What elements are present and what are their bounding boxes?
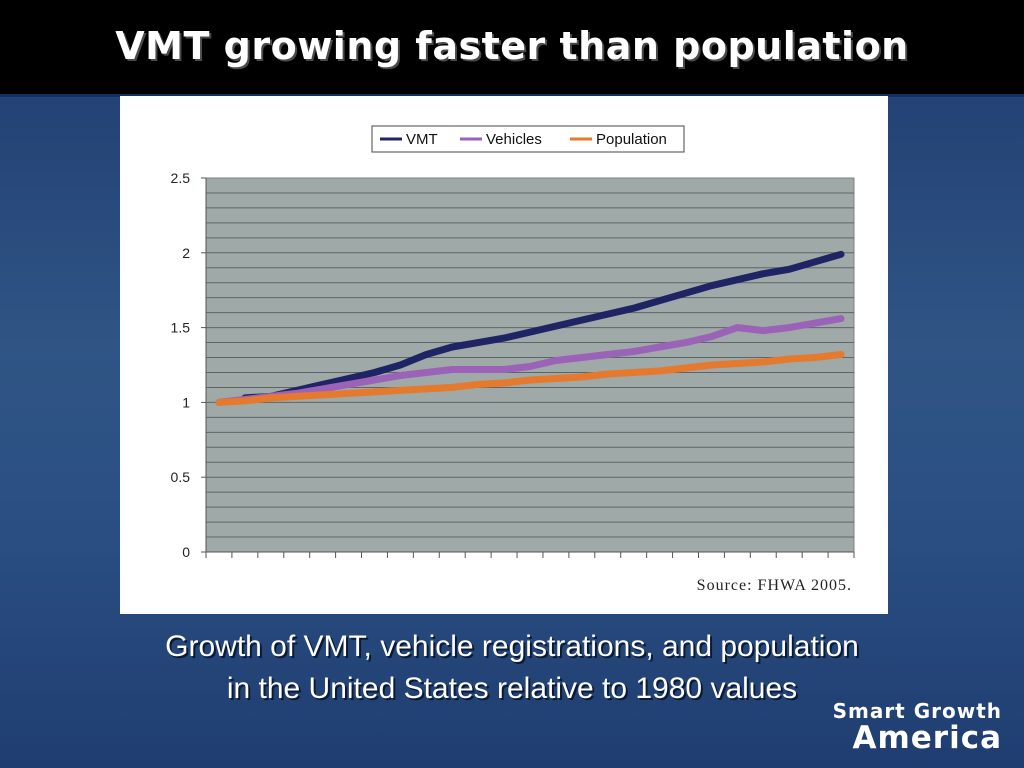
chart-panel: 0 0.5 1 1.5 2 2.5 VMT Vehicles Population Source:… [120,96,888,614]
data-point-vehicles [450,367,455,372]
data-point-vehicles [528,364,532,369]
data-point-population [502,380,507,385]
data-point-vmt [372,370,377,375]
data-point-vmt [346,376,351,381]
data-point-vmt [398,363,403,367]
legend-box [371,125,685,153]
legend-label-vmt: VMT [406,131,438,148]
data-point-population [294,394,299,399]
y-tick-label: 2 [182,245,190,261]
data-point-population [605,371,610,376]
y-tick-label: 1 [182,394,190,410]
data-point-vmt [709,283,714,288]
data-point-population [579,374,584,379]
data-point-population [242,398,247,403]
data-point-population [631,370,636,375]
data-point-vehicles [839,316,844,321]
data-point-population [320,392,325,397]
y-tick-label: 1.5 [171,320,191,336]
data-point-vehicles [372,377,377,382]
data-point-population [476,382,481,387]
data-point-population [683,365,688,370]
data-point-population [709,363,714,367]
data-point-vmt [683,291,688,296]
data-point-vmt [553,324,558,329]
data-point-vehicles [657,345,662,350]
data-point-population [528,377,532,382]
data-point-population [372,389,377,394]
caption-line-2: in the United States relative to 1980 va… [226,672,798,705]
data-point-vehicles [424,370,429,375]
data-point-vmt [813,259,818,264]
data-point-vmt [579,318,584,323]
data-point-population [813,355,818,360]
data-point-vehicles [813,321,818,326]
line-chart: 0 0.5 1 1.5 2 2.5 VMT Vehicles Population Source:… [171,125,855,594]
data-point-vehicles [346,382,351,387]
data-point-population [450,385,455,390]
y-tick-label: 0.5 [171,469,191,485]
logo-line-1: Smart Growth [832,699,1002,723]
series-line-vmt [241,250,845,402]
chart-caption: Growth of VMT, vehicle registrations, an… [62,626,962,710]
data-point-vmt [735,277,740,282]
data-point-vmt [839,252,844,257]
data-point-vehicles [502,367,507,372]
data-point-vmt [657,298,662,303]
title-bar: VMT growing faster than population [0,0,1024,97]
data-point-population [398,388,403,393]
legend-label-vehicles: Vehicles [486,131,542,148]
chart-source-note: Source: FHWA 2005. [697,577,852,594]
caption-line-1: Growth of VMT, vehicle registrations, an… [165,630,859,663]
slide-title: VMT growing faster than population [115,24,909,68]
data-point-population [761,360,766,365]
data-point-population [553,376,558,381]
data-point-population [657,368,662,373]
data-point-vehicles [579,355,584,360]
data-point-population [735,361,740,366]
data-point-vehicles [605,352,610,357]
data-point-vehicles [398,373,403,378]
data-point-vehicles [476,367,481,372]
data-point-population [268,395,273,400]
data-point-vehicles [709,334,714,339]
data-point-vehicles [683,340,688,345]
data-point-vehicles [553,358,558,363]
data-point-vehicles [631,349,636,354]
data-point-vmt [424,352,429,357]
data-point-population [346,391,351,396]
data-point-vehicles [320,386,325,391]
y-tick-label: 0 [182,544,190,560]
data-point-population [424,386,429,391]
logo-line-2: America [852,720,1002,756]
data-point-vmt [450,345,455,350]
data-point-population [839,352,844,357]
data-point-vmt [605,312,610,317]
data-point-vehicles [787,325,792,330]
data-point-vmt [787,267,792,272]
data-point-vehicles [761,328,766,333]
data-point-population [216,400,221,405]
data-point-population [787,357,792,362]
smart-growth-america-logo: Smart Growth America [833,700,1002,754]
legend-label-population: Population [596,131,667,148]
data-point-vmt [631,306,636,311]
data-point-vmt [476,340,481,345]
data-point-vmt [528,330,532,335]
data-point-vmt [502,336,507,341]
y-tick-label: 2.5 [171,170,191,186]
data-point-vehicles [735,325,740,330]
data-point-vmt [761,271,766,276]
